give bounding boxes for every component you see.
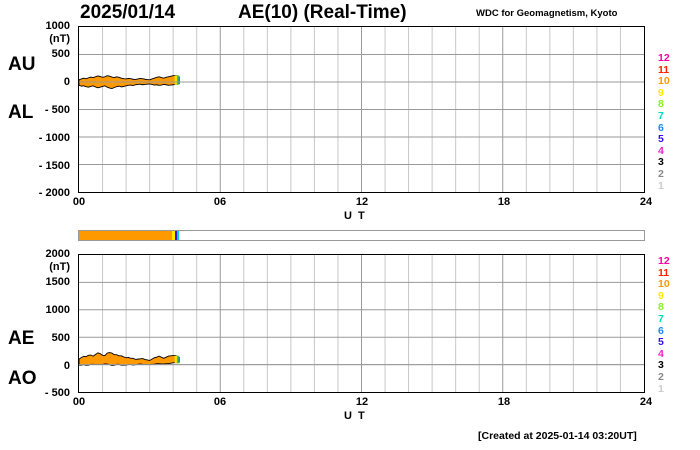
chart-panel-ae-ao xyxy=(78,254,645,393)
coverage-segment-2 xyxy=(174,231,177,240)
legend-level-8: 8 xyxy=(658,301,664,314)
y-axis-tick-top-2: 0 xyxy=(63,76,70,88)
legend-level-6: 6 xyxy=(658,121,664,134)
color-legend-top: 12 11 10 9 8 7 6 5 4 3 2 1 xyxy=(658,52,680,192)
legend-level-11: 11 xyxy=(658,266,670,279)
chart-plot-ae-ao xyxy=(79,255,644,392)
data-tip-green xyxy=(176,355,179,364)
panel-label-au: AU xyxy=(8,54,36,75)
coverage-segment-4 xyxy=(179,231,644,240)
panel-label-al: AL xyxy=(8,102,34,123)
data-coverage-bar xyxy=(78,230,645,241)
legend-level-1: 1 xyxy=(658,179,664,192)
x-axis-tick-bottom-4: 24 xyxy=(639,396,653,408)
y-axis-tick-bottom-4: 0 xyxy=(63,360,70,372)
legend-level-7: 7 xyxy=(658,109,664,122)
x-axis-title-top: U T xyxy=(344,210,367,222)
data-tip-yellow xyxy=(174,355,178,364)
legend-level-11: 11 xyxy=(658,63,670,76)
attribution-text: WDC for Geomagnetism, Kyoto xyxy=(476,8,618,19)
legend-level-7: 7 xyxy=(658,312,664,325)
x-axis-tick-bottom-2: 12 xyxy=(355,396,369,408)
legend-level-1: 1 xyxy=(658,382,664,395)
legend-level-9: 9 xyxy=(658,86,664,99)
y-axis-tick-bottom-0: 2000 xyxy=(45,248,70,260)
y-axis-unit-bottom: (nT) xyxy=(49,261,70,273)
x-axis-tick-top-2: 12 xyxy=(355,196,369,208)
data-tip-yellow xyxy=(174,75,178,85)
y-axis-tick-bottom-5: - 500 xyxy=(44,387,70,399)
legend-level-5: 5 xyxy=(658,336,664,349)
footer-created-text: [Created at 2025-01-14 03:20UT] xyxy=(478,430,637,442)
coverage-segment-1 xyxy=(171,231,175,240)
chart-panel-au-al xyxy=(78,26,645,193)
chart-plot-au-al xyxy=(79,27,644,192)
y-axis-tick-top-0: 1000 xyxy=(45,20,70,32)
legend-level-4: 4 xyxy=(658,347,664,360)
legend-level-12: 12 xyxy=(658,255,670,267)
legend-level-6: 6 xyxy=(658,324,664,337)
coverage-segment-3 xyxy=(176,231,180,240)
panel-label-ae: AE xyxy=(8,328,35,349)
x-axis-tick-bottom-3: 18 xyxy=(497,396,511,408)
data-trace-band xyxy=(79,352,179,366)
data-tip-green xyxy=(176,75,179,85)
y-axis-tick-top-1: 500 xyxy=(51,48,70,60)
x-axis-title-bottom: U T xyxy=(344,410,367,422)
y-axis-tick-bottom-3: 500 xyxy=(51,332,70,344)
y-axis-tick-top-4: - 1000 xyxy=(38,132,70,144)
legend-level-2: 2 xyxy=(658,370,664,383)
y-axis-tick-top-6: - 2000 xyxy=(38,187,70,199)
page-title-date: 2025/01/14 xyxy=(80,2,176,23)
x-axis-tick-bottom-0: 00 xyxy=(72,396,86,408)
color-legend-bottom: 12 11 10 9 8 7 6 5 4 3 2 1 xyxy=(658,255,680,395)
x-axis-tick-top-4: 24 xyxy=(639,196,653,208)
y-axis-tick-top-5: - 1500 xyxy=(38,160,70,172)
coverage-segment-0 xyxy=(79,231,172,240)
data-tip-blue xyxy=(178,356,180,363)
legend-level-4: 4 xyxy=(658,144,664,157)
y-axis-tick-top-3: - 500 xyxy=(44,104,70,116)
legend-level-9: 9 xyxy=(658,289,664,302)
y-axis-tick-bottom-2: 1000 xyxy=(45,304,70,316)
legend-level-8: 8 xyxy=(658,98,664,111)
legend-level-12: 12 xyxy=(658,52,670,64)
legend-level-3: 3 xyxy=(658,359,664,372)
panel-label-ao: AO xyxy=(8,368,37,389)
legend-level-5: 5 xyxy=(658,133,664,146)
y-axis-tick-bottom-1: 1500 xyxy=(45,276,70,288)
legend-level-10: 10 xyxy=(658,75,670,88)
legend-level-3: 3 xyxy=(658,156,664,169)
legend-level-10: 10 xyxy=(658,278,670,291)
x-axis-tick-top-1: 06 xyxy=(213,196,227,208)
y-axis-unit-top: (nT) xyxy=(49,33,70,45)
page-title-index: AE(10) (Real-Time) xyxy=(238,2,407,23)
x-axis-tick-top-3: 18 xyxy=(497,196,511,208)
data-tip-blue xyxy=(178,76,180,85)
x-axis-tick-bottom-1: 06 xyxy=(213,396,227,408)
x-axis-tick-top-0: 00 xyxy=(72,196,86,208)
legend-level-2: 2 xyxy=(658,167,664,180)
